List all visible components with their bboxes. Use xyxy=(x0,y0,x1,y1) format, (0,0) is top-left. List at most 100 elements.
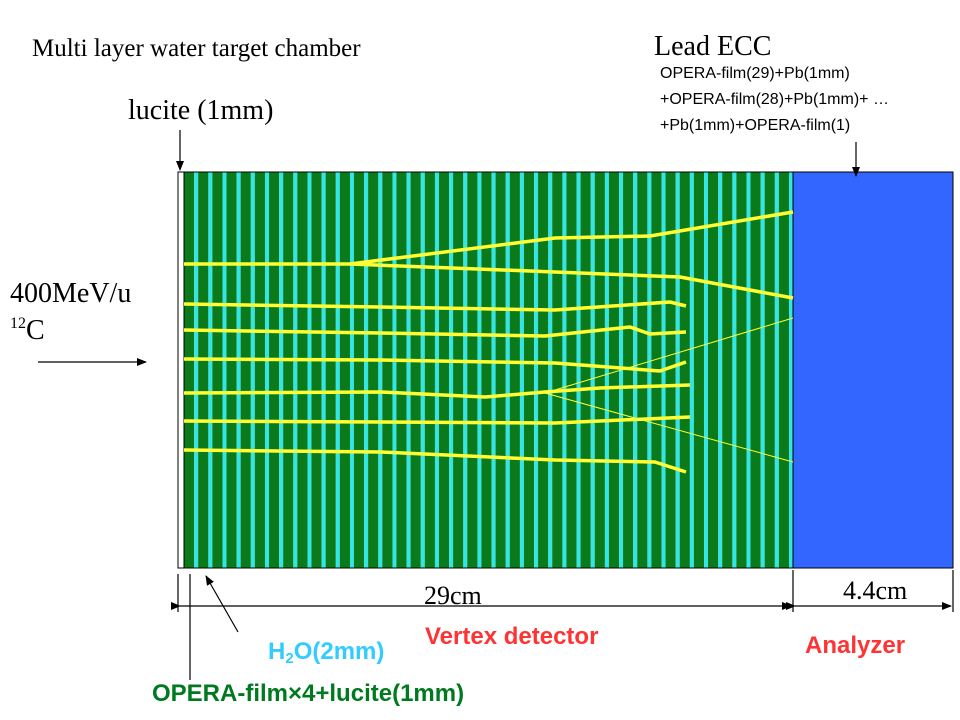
film-layer xyxy=(236,172,241,568)
analyzer-length-label: 4.4cm xyxy=(843,576,908,605)
water-layer xyxy=(353,172,365,568)
film-layer xyxy=(293,172,298,568)
film-layer xyxy=(307,172,312,568)
vertex-detector-label: Vertex detector xyxy=(425,623,599,650)
water-layer xyxy=(523,172,535,568)
fragment-track xyxy=(544,317,794,394)
diagram-title: Multi layer water target chamber xyxy=(32,35,361,62)
track xyxy=(183,415,691,425)
water-layer xyxy=(283,172,294,568)
film-layer xyxy=(434,172,439,568)
water-layer xyxy=(396,172,407,568)
water-layer xyxy=(368,172,379,568)
beam-element: C xyxy=(26,315,45,346)
water-layer xyxy=(382,172,393,568)
film-layer xyxy=(505,172,510,568)
water-layer xyxy=(708,172,719,568)
opera-film-label: OPERA-film×4+lucite(1mm) xyxy=(152,680,465,707)
lead-ecc-structure-line-3: +Pb(1mm)+OPERA-film(1) xyxy=(660,117,851,134)
lead-ecc-label: Lead ECC xyxy=(654,31,772,62)
film-layer xyxy=(746,172,751,568)
water-layer xyxy=(467,172,478,568)
film-layer xyxy=(590,172,595,568)
water-layer xyxy=(679,172,690,568)
beam-ion-label: 12C xyxy=(10,316,45,345)
particle-tracks xyxy=(183,210,794,474)
water-layer xyxy=(665,172,676,568)
film-layer xyxy=(364,172,369,568)
track xyxy=(183,325,687,338)
film-layer xyxy=(760,172,765,568)
water-layer xyxy=(453,172,464,568)
vertex-detector-stack xyxy=(177,171,794,569)
water-layer xyxy=(693,172,705,568)
water-layer xyxy=(509,172,520,568)
water-prefix: H xyxy=(268,638,286,665)
water-layer xyxy=(580,172,591,568)
water-pointer-arrow xyxy=(205,575,239,633)
water-layer xyxy=(778,172,790,568)
water-layer xyxy=(339,172,350,568)
water-layer xyxy=(184,172,195,568)
film-layer xyxy=(265,172,269,568)
fragment-track xyxy=(544,392,794,463)
film-layer xyxy=(789,172,793,568)
track xyxy=(184,210,794,266)
water-layer xyxy=(608,172,620,568)
water-layer xyxy=(311,172,322,568)
water-suffix: O(2mm) xyxy=(293,638,385,665)
water-layer xyxy=(226,172,237,568)
film-layer xyxy=(208,172,213,568)
film-layer xyxy=(604,172,609,568)
film-layer xyxy=(349,172,354,568)
film-layer xyxy=(491,172,496,568)
film-layer xyxy=(378,172,383,568)
film-layer xyxy=(335,172,340,568)
film-layer xyxy=(704,172,709,568)
film-layer xyxy=(519,172,524,568)
film-layer xyxy=(406,172,411,568)
track xyxy=(183,448,687,474)
analyzer-label: Analyzer xyxy=(805,632,906,659)
lucite-label: lucite (1mm) xyxy=(128,95,274,126)
lead-ecc-structure-line-2: +OPERA-film(28)+Pb(1mm)+ … xyxy=(660,91,889,108)
water-layer xyxy=(552,172,563,568)
film-layer xyxy=(675,172,680,568)
water-layer xyxy=(481,172,492,568)
film-layer xyxy=(420,172,425,568)
track xyxy=(183,357,687,373)
film-layer xyxy=(548,172,553,568)
water-layer xyxy=(325,172,336,568)
water-layer xyxy=(594,172,605,568)
lead-ecc-structure-line-1: OPERA-film(29)+Pb(1mm) xyxy=(660,65,850,82)
film-layer xyxy=(732,172,737,568)
water-subscript: 2 xyxy=(285,650,294,667)
film-layer xyxy=(250,172,255,568)
water-layer xyxy=(438,172,450,568)
water-layer-label: H2O(2mm) xyxy=(268,638,385,667)
film-layer xyxy=(222,172,227,568)
dimension-lines xyxy=(171,570,954,612)
water-layer xyxy=(495,172,506,568)
water-layer xyxy=(722,172,733,568)
film-layer xyxy=(689,172,694,568)
film-layer xyxy=(477,172,482,568)
track xyxy=(349,262,794,300)
water-layer xyxy=(297,172,308,568)
film-layer xyxy=(562,172,567,568)
water-layer xyxy=(538,172,549,568)
film-layer xyxy=(321,172,326,568)
film-layer xyxy=(576,172,581,568)
film-layer xyxy=(718,172,723,568)
water-layer xyxy=(764,172,775,568)
water-layer xyxy=(750,172,761,568)
film-layer xyxy=(463,172,468,568)
analyzer-block xyxy=(792,171,954,569)
water-layer xyxy=(410,172,421,568)
water-layer xyxy=(198,172,209,568)
film-layer xyxy=(774,172,779,568)
beam-energy-label: 400MeV/u xyxy=(10,278,132,309)
film-layer xyxy=(194,172,199,568)
film-layer xyxy=(392,172,397,568)
